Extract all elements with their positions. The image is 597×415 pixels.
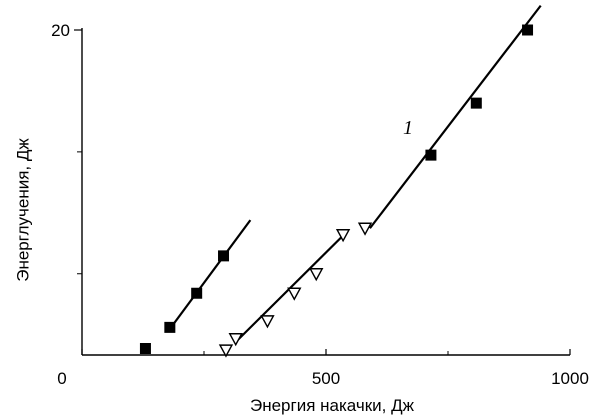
triangle-marker — [309, 268, 324, 282]
series-annotation: 1 — [403, 117, 413, 139]
data-points — [139, 24, 534, 358]
ticks: 0 500 1000 20 — [51, 21, 589, 388]
y-axis-label: Энерглучения, Дж — [13, 138, 32, 282]
x-tick-label: 0 — [57, 369, 66, 388]
triangle-marker — [357, 222, 373, 236]
square-marker — [164, 321, 176, 333]
square-marker — [191, 287, 203, 299]
x-tick-label: 500 — [312, 369, 340, 388]
fit-lines — [168, 4, 542, 343]
fit-line-1 — [168, 219, 252, 330]
square-marker — [425, 149, 437, 161]
square-marker — [218, 250, 230, 262]
triangle-marker — [218, 344, 234, 358]
triangle-marker — [335, 229, 351, 243]
axes — [81, 28, 570, 356]
triangle-marker — [260, 315, 275, 329]
square-marker — [470, 97, 482, 109]
fit-line-3 — [369, 4, 542, 229]
square-marker — [522, 24, 534, 36]
y-tick-label: 20 — [51, 21, 70, 40]
x-tick-label: 1000 — [551, 369, 589, 388]
x-axis-label: Энергия накачки, Дж — [250, 396, 415, 415]
triangle-marker — [287, 287, 302, 301]
square-marker — [139, 343, 151, 354]
triangle-marker — [228, 333, 243, 347]
text-labels: Энергия накачки, Дж Энерглучения, Дж 1 — [13, 117, 414, 415]
